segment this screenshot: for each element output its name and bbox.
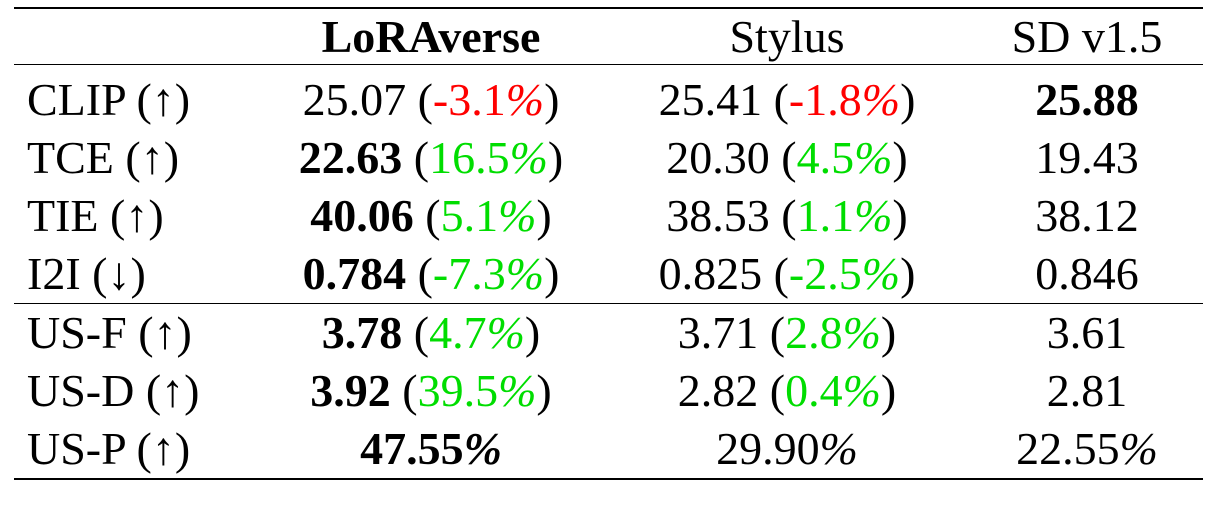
table-body: CLIP (↑) 25.07 (-3.1%) 25.41 (-1.8%) 25.88 T… [14, 65, 1203, 479]
cell-value: 20.30 [666, 132, 770, 183]
cell-stylus: 2.82 (0.4%) [677, 365, 897, 416]
cell-loraverse: 0.784 (-7.3%) [302, 248, 560, 299]
cell-value: 25.88 [1035, 74, 1139, 125]
cell-loraverse: 25.07 (-3.1%) [302, 74, 560, 125]
cell-value: 40.06 [310, 190, 414, 241]
results-table: LoRAverse Stylus SD v1.5 CLIP (↑) 25.07 (… [14, 7, 1203, 480]
metric-label: CLIP (↑) [27, 74, 191, 125]
cell-sd-v1-5: 0.846 [971, 245, 1203, 304]
header-cell-sd-v1-5: SD v1.5 [1011, 10, 1163, 62]
cell-sd-v1-5: 25.88 [971, 65, 1203, 130]
delta-value: 0.4% [785, 365, 881, 416]
cell-value: 25.41 [658, 74, 763, 125]
cell-loraverse: 3.92 (39.5%) [310, 365, 552, 416]
delta-value: -7.3% [432, 248, 545, 299]
table-row: US-P (↑) 47.55% 29.90% 22.55% [14, 420, 1203, 479]
header-cell-loraverse: LoRAverse [321, 10, 541, 62]
metric-label: US-D (↑) [27, 365, 200, 416]
header-cell-stylus: Stylus [729, 10, 845, 62]
cell-value: 3.61 [1046, 307, 1128, 358]
cell-value: 22.55 [1016, 423, 1120, 474]
table-row: US-D (↑) 3.92 (39.5%) 2.82 (0.4%) 2.81 [14, 362, 1203, 420]
cell-stylus: 25.41 (-1.8%) [658, 74, 916, 125]
table-row: US-F (↑) 3.78 (4.7%) 3.71 (2.8%) 3.61 [14, 303, 1203, 362]
table-row: TIE (↑) 40.06 (5.1%) 38.53 (1.1%) 38.12 [14, 187, 1203, 245]
cell-value: 0.825 [658, 248, 763, 299]
cell-stylus: 20.30 (4.5%) [666, 132, 908, 183]
delta-value: 2.8% [785, 307, 881, 358]
cell-value: 19.43 [1035, 132, 1139, 183]
cell-loraverse: 47.55% [259, 420, 603, 479]
delta-value: 5.1% [440, 190, 537, 241]
cell-sd-v1-5: 22.55% [971, 420, 1203, 479]
metric-label: I2I (↓) [27, 248, 146, 299]
cell-value: 3.78 [321, 307, 403, 358]
cell-sd-v1-5: 38.12 [971, 187, 1203, 245]
cell-stylus: 38.53 (1.1%) [666, 190, 908, 241]
cell-value: 25.07 [302, 74, 407, 125]
cell-value: 0.846 [1035, 248, 1139, 299]
delta-value: 4.7% [429, 307, 525, 358]
delta-value: -1.8% [788, 74, 901, 125]
header-row: LoRAverse Stylus SD v1.5 [14, 8, 1203, 65]
delta-value: -2.5% [788, 248, 901, 299]
cell-stylus: 29.90% [603, 420, 971, 479]
delta-value: 4.5% [796, 132, 893, 183]
metric-label: TIE (↑) [27, 190, 164, 241]
cell-value: 2.82 [677, 365, 759, 416]
delta-value: -3.1% [432, 74, 545, 125]
cell-sd-v1-5: 19.43 [971, 129, 1203, 187]
cell-value: 38.53 [666, 190, 770, 241]
delta-value: 39.5% [417, 365, 537, 416]
percent-sign: % [463, 423, 502, 474]
cell-value: 0.784 [302, 248, 407, 299]
cell-value: 38.12 [1035, 190, 1139, 241]
cell-stylus: 0.825 (-2.5%) [658, 248, 916, 299]
cell-value: 47.55 [360, 423, 464, 474]
table-row: CLIP (↑) 25.07 (-3.1%) 25.41 (-1.8%) 25.88 [14, 65, 1203, 130]
cell-sd-v1-5: 2.81 [971, 362, 1203, 420]
delta-value: 1.1% [796, 190, 893, 241]
cell-value: 29.90 [716, 423, 820, 474]
cell-loraverse: 22.63 (16.5%) [298, 132, 564, 183]
delta-value: 16.5% [429, 132, 548, 183]
header-cell-metric [14, 8, 259, 65]
metric-label: US-P (↑) [27, 423, 191, 474]
metric-label: TCE (↑) [27, 132, 180, 183]
cell-loraverse: 40.06 (5.1%) [310, 190, 552, 241]
percent-sign: % [819, 423, 858, 474]
results-table-container: LoRAverse Stylus SD v1.5 CLIP (↑) 25.07 (… [14, 7, 1203, 480]
cell-loraverse: 3.78 (4.7%) [259, 303, 603, 362]
cell-sd-v1-5: 3.61 [971, 303, 1203, 362]
cell-value: 3.71 [677, 307, 759, 358]
cell-value: 3.92 [310, 365, 391, 416]
metric-label: US-F (↑) [14, 303, 259, 362]
cell-value: 2.81 [1046, 365, 1128, 416]
table-row: TCE (↑) 22.63 (16.5%) 20.30 (4.5%) 19.43 [14, 129, 1203, 187]
cell-value: 22.63 [298, 132, 403, 183]
cell-stylus: 3.71 (2.8%) [603, 303, 971, 362]
percent-sign: % [1119, 423, 1158, 474]
table-row: I2I (↓) 0.784 (-7.3%) 0.825 (-2.5%) 0.846 [14, 245, 1203, 304]
